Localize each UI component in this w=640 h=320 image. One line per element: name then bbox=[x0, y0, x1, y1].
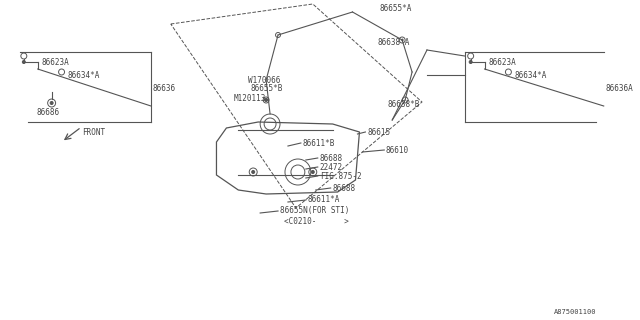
Text: 86655*A: 86655*A bbox=[380, 4, 412, 12]
Text: 86634*A: 86634*A bbox=[515, 70, 547, 79]
Circle shape bbox=[264, 99, 268, 101]
Text: FRONT: FRONT bbox=[83, 127, 106, 137]
Text: 86638*A: 86638*A bbox=[378, 37, 410, 46]
Text: W170066: W170066 bbox=[248, 76, 280, 84]
Text: 86611*B: 86611*B bbox=[303, 139, 335, 148]
Circle shape bbox=[22, 60, 26, 63]
Text: 86686: 86686 bbox=[36, 108, 60, 116]
Text: 86636A: 86636A bbox=[605, 84, 634, 92]
Text: 22472: 22472 bbox=[320, 163, 343, 172]
Text: M120113: M120113 bbox=[234, 93, 266, 102]
Text: 86623A: 86623A bbox=[488, 58, 516, 67]
Text: 86655N(FOR STI): 86655N(FOR STI) bbox=[280, 206, 349, 215]
Text: FIG.875-2: FIG.875-2 bbox=[320, 172, 362, 180]
Text: 86623A: 86623A bbox=[42, 58, 70, 67]
Text: 86638*B: 86638*B bbox=[387, 100, 420, 108]
Text: <C0210-      >: <C0210- > bbox=[284, 217, 349, 226]
Text: 86615: 86615 bbox=[367, 127, 390, 137]
Circle shape bbox=[311, 171, 314, 173]
Text: A875001100: A875001100 bbox=[554, 309, 596, 315]
Text: 86634*A: 86634*A bbox=[68, 70, 100, 79]
Text: 86688: 86688 bbox=[320, 154, 343, 163]
Text: 86610: 86610 bbox=[385, 146, 408, 155]
Circle shape bbox=[469, 60, 472, 63]
Text: 86611*A: 86611*A bbox=[308, 196, 340, 204]
Circle shape bbox=[50, 101, 53, 105]
Circle shape bbox=[252, 171, 255, 173]
Text: 86688: 86688 bbox=[333, 183, 356, 193]
Text: 86655*B: 86655*B bbox=[250, 84, 283, 92]
Text: 86636: 86636 bbox=[153, 84, 176, 92]
